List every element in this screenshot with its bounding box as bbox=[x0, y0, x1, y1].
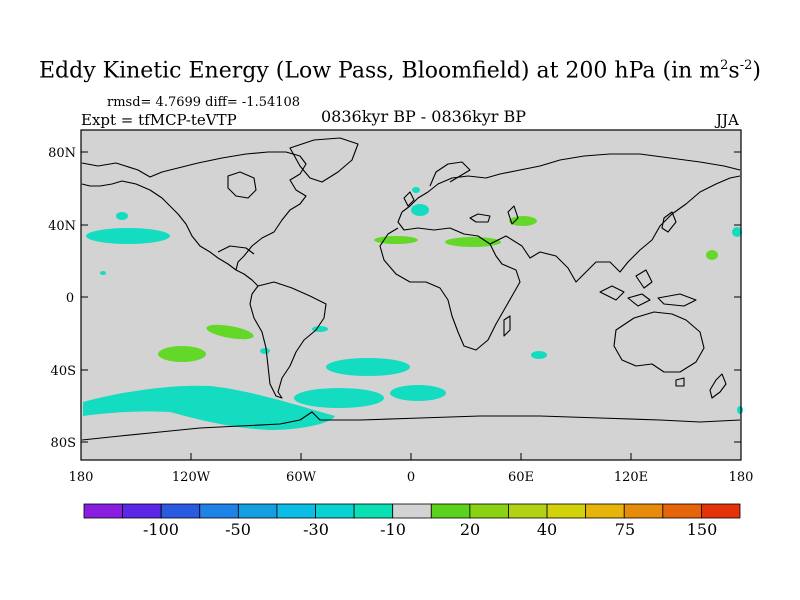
lat-label-80s: 80S bbox=[51, 436, 76, 451]
colorbar-swatch bbox=[546, 503, 587, 519]
map-title: Eddy Kinetic Energy (Low Pass, Bloomfiel… bbox=[39, 58, 761, 84]
stats-text: rmsd= 4.7699 diff= -1.54108 bbox=[107, 95, 301, 110]
lat-label-80n: 80N bbox=[48, 146, 76, 161]
colorbar-swatch bbox=[315, 503, 355, 519]
experiment-label: Expt = tfMCP-teVTP bbox=[81, 111, 237, 129]
colorbar-label: -100 bbox=[143, 520, 179, 539]
colorbar-label: 150 bbox=[687, 520, 718, 539]
period-label: 0836kyr BP - 0836kyr BP bbox=[321, 107, 526, 126]
colorbar-swatch bbox=[469, 503, 509, 519]
colorbar-swatch bbox=[160, 503, 201, 519]
colorbar-swatch bbox=[701, 503, 741, 519]
colorbar-label: -10 bbox=[380, 520, 406, 539]
lon-label-0: 0 bbox=[407, 470, 415, 485]
colorbar-label: 75 bbox=[615, 520, 635, 539]
colorbar-swatch bbox=[122, 503, 162, 519]
colorbar-swatch bbox=[508, 503, 548, 519]
negative-anomaly-regions bbox=[83, 187, 743, 430]
lon-label-180e: 180 bbox=[729, 470, 754, 485]
colorbar-swatch bbox=[430, 503, 471, 519]
colorbar-swatch bbox=[392, 503, 432, 519]
lat-label-0: 0 bbox=[66, 291, 74, 306]
season-label: JJA bbox=[716, 111, 739, 129]
colorbar-swatch bbox=[199, 503, 239, 519]
coastlines bbox=[81, 137, 741, 441]
colorbar-label: 40 bbox=[537, 520, 557, 539]
colorbar bbox=[83, 503, 741, 519]
colorbar-swatch bbox=[83, 503, 123, 519]
colorbar-swatch bbox=[353, 503, 394, 519]
colorbar-swatch bbox=[623, 503, 664, 519]
lon-ticks bbox=[80, 453, 742, 460]
colorbar-label: -30 bbox=[303, 520, 329, 539]
colorbar-swatch bbox=[237, 503, 278, 519]
colorbar-swatch bbox=[662, 503, 702, 519]
lon-label-60w: 60W bbox=[286, 470, 317, 485]
colorbar-swatch bbox=[585, 503, 625, 519]
colorbar-label: 20 bbox=[460, 520, 480, 539]
lon-label-120w: 120W bbox=[172, 470, 211, 485]
lat-label-40n: 40N bbox=[48, 219, 76, 234]
lat-label-40s: 40S bbox=[51, 364, 76, 379]
lon-label-180w: 180 bbox=[69, 470, 94, 485]
lon-label-120e: 120E bbox=[614, 470, 648, 485]
lon-label-60e: 60E bbox=[508, 470, 534, 485]
lat-ticks bbox=[81, 151, 741, 443]
colorbar-label: -50 bbox=[225, 520, 251, 539]
colorbar-swatch bbox=[276, 503, 316, 519]
